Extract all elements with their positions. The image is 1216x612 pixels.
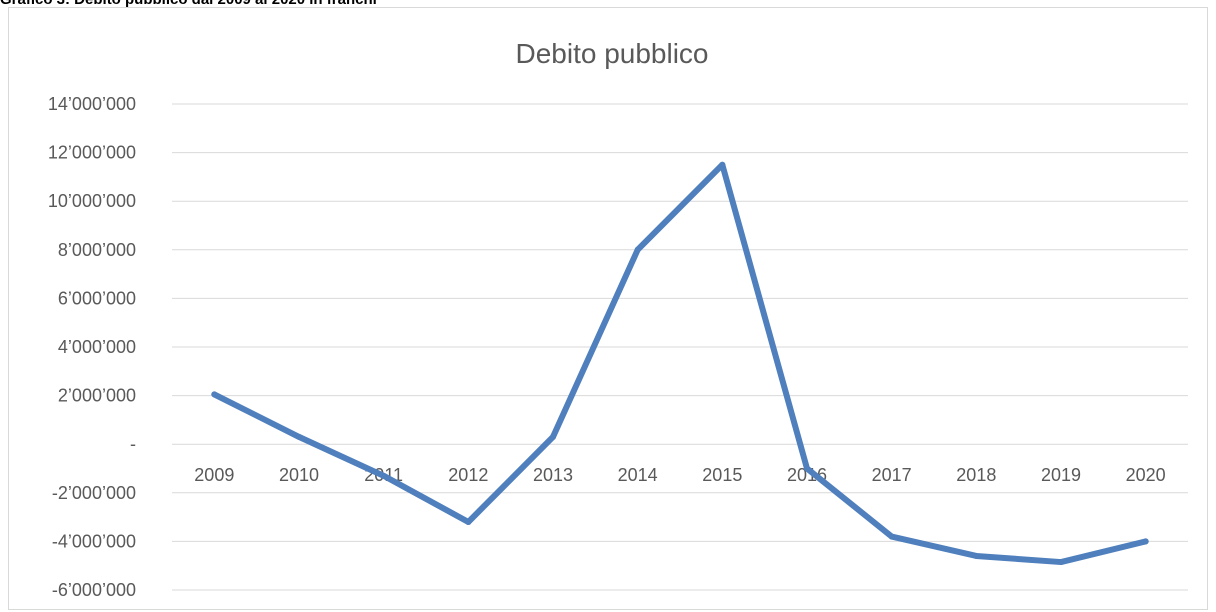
data-point xyxy=(550,433,556,440)
y-tick-label: 4’000’000 xyxy=(58,337,136,357)
chart-title: Debito pubblico xyxy=(515,38,708,69)
y-tick-label: 14’000’000 xyxy=(48,94,136,114)
data-point xyxy=(888,533,895,540)
series-layer xyxy=(211,161,1149,566)
y-axis-ticks: 14’000’000 12’000’000 10’000’000 8’000’000 6… xyxy=(48,94,136,600)
y-tick-label: 8’000’000 xyxy=(58,240,136,260)
y-tick-label: 6’000’000 xyxy=(58,288,136,308)
x-tick-label: 2020 xyxy=(1126,465,1166,485)
y-tick-label: 2’000’000 xyxy=(58,386,136,406)
y-tick-label: -6’000’000 xyxy=(52,580,136,600)
chart-frame xyxy=(8,7,1208,610)
x-tick-label: 2009 xyxy=(194,465,234,485)
data-point xyxy=(465,518,472,525)
y-tick-label: -4’000’000 xyxy=(52,531,136,551)
x-axis-ticks: 2009201020112012201320142015201620172018… xyxy=(194,465,1165,485)
data-point xyxy=(973,552,980,559)
data-point xyxy=(804,465,810,472)
y-tick-label: - xyxy=(130,434,136,454)
data-point xyxy=(1058,559,1064,566)
y-tick-label: 12’000’000 xyxy=(48,143,136,163)
x-tick-label: 2019 xyxy=(1041,465,1081,485)
figure-caption: Grafico 3: Debito pubblico dal 2009 al 2… xyxy=(0,0,377,8)
data-point xyxy=(1142,538,1149,545)
data-point xyxy=(719,161,726,168)
x-tick-label: 2015 xyxy=(702,465,742,485)
series-line xyxy=(211,161,1149,566)
y-tick-label: 10’000’000 xyxy=(48,191,136,211)
data-point xyxy=(296,433,302,440)
x-tick-label: 2014 xyxy=(618,465,658,485)
data-point xyxy=(211,391,218,398)
x-tick-label: 2017 xyxy=(872,465,912,485)
x-tick-label: 2010 xyxy=(279,465,319,485)
x-tick-label: 2013 xyxy=(533,465,573,485)
y-tick-label: -2’000’000 xyxy=(52,483,136,503)
data-point xyxy=(634,246,641,253)
x-tick-label: 2018 xyxy=(956,465,996,485)
gridlines xyxy=(172,103,1188,591)
data-point xyxy=(380,472,387,479)
x-tick-label: 2012 xyxy=(448,465,488,485)
